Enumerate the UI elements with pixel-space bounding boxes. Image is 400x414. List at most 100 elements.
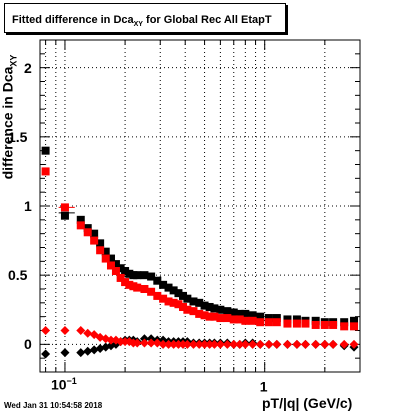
data-point bbox=[340, 322, 349, 331]
data-point bbox=[255, 339, 265, 349]
data-point bbox=[153, 291, 162, 300]
title-subscript: XY bbox=[133, 21, 143, 29]
data-point bbox=[320, 339, 330, 349]
data-point bbox=[205, 302, 214, 311]
x-tick-label: 10−1 bbox=[50, 376, 77, 393]
data-point bbox=[223, 314, 232, 323]
data-point bbox=[248, 339, 258, 349]
data-point bbox=[41, 146, 50, 155]
data-point bbox=[240, 339, 250, 349]
data-point bbox=[209, 339, 219, 349]
data-point bbox=[205, 339, 215, 349]
data-point bbox=[76, 348, 86, 358]
data-point bbox=[216, 314, 225, 323]
y-tick-label: 0 bbox=[24, 336, 32, 353]
y-tick-label: 1 bbox=[24, 198, 32, 214]
data-point bbox=[121, 278, 130, 287]
data-point bbox=[90, 229, 99, 238]
data-point bbox=[210, 304, 219, 313]
data-point bbox=[339, 339, 349, 349]
data-point bbox=[215, 339, 225, 349]
data-point bbox=[173, 339, 183, 349]
data-point bbox=[83, 328, 93, 338]
data-point bbox=[174, 289, 183, 298]
title-box: Fitted difference in DcaXY for Global Re… bbox=[4, 3, 286, 33]
data-point bbox=[292, 339, 302, 349]
data-point bbox=[264, 339, 274, 349]
data-point bbox=[132, 338, 142, 348]
data-point bbox=[60, 211, 69, 220]
data-point bbox=[200, 311, 209, 320]
data-point bbox=[183, 294, 192, 303]
data-point bbox=[328, 339, 338, 349]
data-point bbox=[311, 320, 320, 329]
data-point bbox=[256, 312, 265, 321]
data-point bbox=[101, 247, 110, 256]
data-point bbox=[349, 339, 359, 349]
data-point bbox=[195, 298, 204, 307]
data-point bbox=[350, 322, 359, 331]
data-point bbox=[159, 294, 168, 303]
data-point bbox=[146, 338, 156, 348]
data-point bbox=[111, 260, 120, 269]
data-point bbox=[125, 269, 134, 278]
data-point bbox=[101, 254, 110, 263]
data-point bbox=[90, 236, 99, 245]
data-point bbox=[60, 326, 70, 335]
data-point bbox=[179, 302, 188, 311]
y-tick-label: 0.5 bbox=[8, 267, 28, 284]
data-point bbox=[248, 311, 257, 320]
data-point bbox=[133, 283, 142, 292]
data-point bbox=[223, 307, 232, 316]
data-point bbox=[282, 339, 292, 349]
data-point bbox=[200, 301, 209, 310]
data-point bbox=[125, 280, 134, 289]
data-point bbox=[195, 309, 204, 318]
data-point bbox=[194, 339, 204, 349]
data-point bbox=[164, 297, 173, 306]
data-point bbox=[340, 318, 349, 327]
data-point bbox=[159, 280, 168, 289]
data-point bbox=[229, 315, 238, 324]
data-point bbox=[83, 346, 93, 356]
data-point bbox=[133, 271, 142, 280]
data-point bbox=[169, 298, 178, 307]
data-point bbox=[210, 312, 219, 321]
data-point bbox=[229, 339, 239, 349]
data-point bbox=[189, 307, 198, 316]
data-point bbox=[41, 167, 50, 176]
data-point bbox=[182, 339, 192, 349]
x-tick-label: 1 bbox=[259, 378, 268, 395]
data-point bbox=[106, 335, 116, 345]
data-point bbox=[158, 339, 168, 349]
data-point bbox=[235, 339, 245, 349]
data-point bbox=[272, 339, 282, 349]
data-point bbox=[241, 309, 250, 318]
data-point bbox=[153, 276, 162, 285]
data-point bbox=[311, 316, 320, 325]
data-point bbox=[164, 283, 173, 292]
data-point bbox=[76, 326, 86, 335]
data-point bbox=[89, 345, 99, 355]
data-point bbox=[169, 339, 179, 349]
data-point bbox=[320, 320, 329, 329]
data-point bbox=[139, 338, 149, 348]
data-point bbox=[140, 271, 149, 280]
data-point bbox=[76, 221, 85, 230]
data-point bbox=[264, 314, 273, 323]
data-point bbox=[83, 228, 92, 237]
data-point bbox=[350, 316, 359, 325]
data-point bbox=[169, 286, 178, 295]
data-point bbox=[76, 215, 85, 224]
data-point bbox=[83, 224, 92, 233]
data-point bbox=[106, 261, 115, 270]
data-point bbox=[283, 315, 292, 324]
data-point bbox=[235, 315, 244, 324]
data-point bbox=[248, 316, 257, 325]
x-axis-label: pT/|q| (GeV/c) bbox=[262, 395, 353, 411]
data-point bbox=[222, 339, 232, 349]
data-point bbox=[229, 308, 238, 317]
data-point bbox=[300, 339, 310, 349]
